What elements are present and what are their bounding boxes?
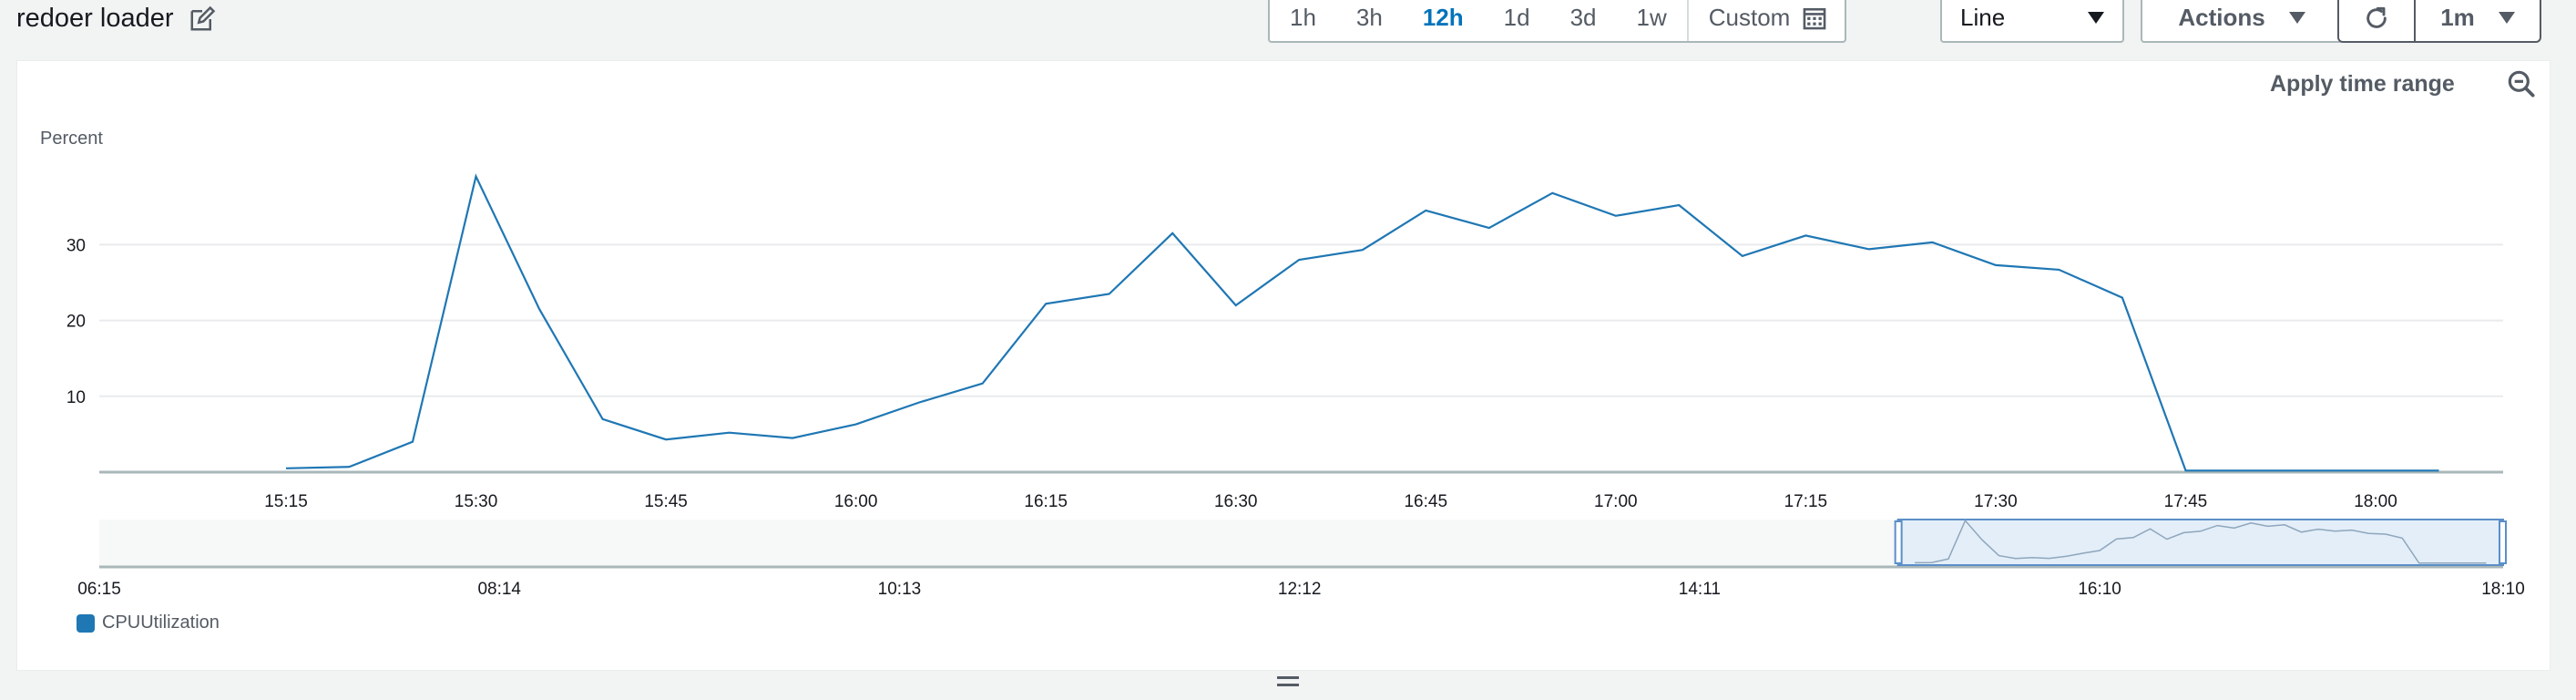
caret-down-icon (2088, 12, 2104, 24)
refresh-interval-label: 1m (2440, 4, 2475, 31)
chart-panel (16, 60, 2550, 671)
navigator-tick-label: 06:15 (77, 580, 121, 599)
range-custom[interactable]: Custom (1686, 0, 1845, 41)
chart-type-label: Line (1960, 4, 2006, 31)
edit-icon[interactable] (189, 5, 216, 33)
navigator-handle-left (1894, 520, 1903, 564)
navigator-tick-label: 12:12 (1278, 580, 1322, 599)
widget-header: redoer loader 1h 3h 12h 1d 3d 1w Custom … (0, 0, 2576, 57)
range-1h[interactable]: 1h (1290, 4, 1316, 31)
legend-swatch[interactable] (77, 613, 95, 633)
chart-type-dropdown[interactable]: Line (1940, 0, 2124, 43)
navigator-tick-label: 18:10 (2481, 580, 2525, 599)
range-3h[interactable]: 3h (1355, 4, 1383, 31)
refresh-icon (2366, 6, 2387, 28)
range-12h[interactable]: 12h (1422, 4, 1464, 31)
navigator-series-line (1915, 519, 2487, 564)
refresh-button[interactable] (2339, 0, 2416, 41)
range-3d[interactable]: 3d (1569, 4, 1597, 31)
y-axis-label: Percent (40, 129, 103, 149)
navigator-tick-label: 16:10 (2078, 580, 2121, 599)
widget-title: redoer loader (16, 4, 174, 33)
chart-legend: CPUUtilization (77, 612, 220, 633)
refresh-group: 1m (2337, 0, 2541, 43)
legend-label[interactable]: CPUUtilization (102, 612, 220, 633)
time-range-selector: 1h 3h 12h 1d 3d 1w Custom (1268, 0, 1847, 43)
zoom-out-icon[interactable] (2507, 69, 2536, 98)
y-tick-label: 10 (66, 388, 86, 407)
navigator-tick-label: 14:11 (1679, 580, 1721, 599)
navigator-handle-right (2499, 520, 2507, 564)
x-tick-label: 15:45 (644, 492, 688, 511)
x-tick-label: 15:30 (455, 492, 498, 511)
y-tick-label: 30 (66, 236, 86, 255)
actions-label: Actions (2178, 4, 2265, 31)
x-tick-label: 16:30 (1214, 492, 1258, 511)
refresh-interval-dropdown[interactable]: 1m (2416, 0, 2540, 41)
series-line-cpuutilization (285, 173, 2439, 472)
apply-time-range-button[interactable]: Apply time range (2270, 71, 2455, 97)
navigator-selection (1896, 519, 2505, 566)
x-tick-label: 16:45 (1404, 492, 1447, 511)
caret-down-icon (2288, 12, 2305, 24)
range-1w[interactable]: 1w (1636, 4, 1667, 31)
range-1d[interactable]: 1d (1503, 4, 1530, 31)
x-tick-label: 16:00 (834, 492, 878, 511)
y-tick-label: 20 (66, 313, 86, 332)
actions-dropdown[interactable]: Actions (2141, 0, 2343, 43)
x-tick-label: 17:15 (1784, 492, 1828, 511)
x-tick-label: 17:00 (1594, 492, 1638, 511)
navigator-tick-label: 10:13 (878, 580, 922, 599)
x-tick-label: 18:00 (2354, 492, 2397, 511)
widget-title-group: redoer loader (16, 4, 216, 34)
navigator-tick-label: 08:14 (477, 580, 521, 599)
x-tick-label: 15:15 (264, 492, 308, 511)
x-tick-label: 17:45 (2164, 492, 2208, 511)
caret-down-icon (2498, 12, 2515, 24)
custom-label: Custom (1708, 4, 1791, 31)
x-tick-label: 16:15 (1024, 492, 1068, 511)
resize-handle-icon[interactable] (1277, 676, 1299, 689)
x-tick-label: 17:30 (1974, 492, 2018, 511)
calendar-icon (1803, 7, 1826, 29)
